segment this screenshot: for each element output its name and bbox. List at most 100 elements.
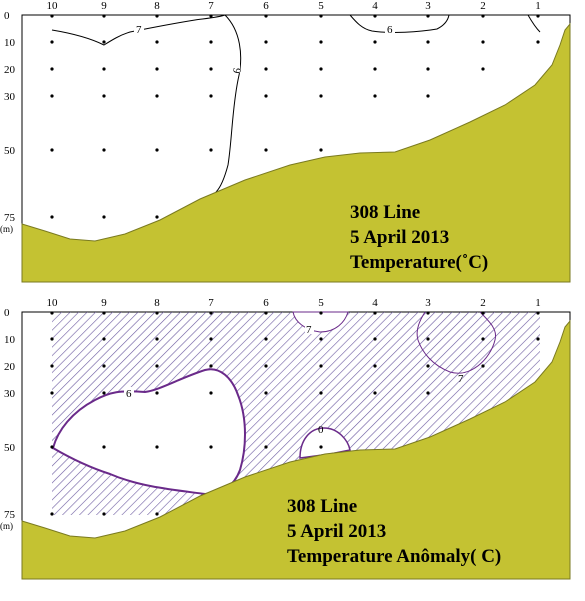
top-sample-dot bbox=[209, 67, 213, 71]
top-contour-label-6a: 6 bbox=[231, 67, 244, 75]
top-sample-dot bbox=[319, 14, 323, 18]
top-sample-dot bbox=[426, 94, 430, 98]
top-panel: 7 6 6 (m) 308 Line 5 April 2013 Temperat… bbox=[0, 14, 571, 283]
top-sample-dot bbox=[155, 215, 159, 219]
bottom-sample-dot bbox=[50, 311, 54, 315]
top-sample-dot bbox=[155, 67, 159, 71]
bottom-station-label-2: 2 bbox=[480, 297, 486, 309]
top-sample-dot bbox=[50, 215, 54, 219]
bottom-sample-dot bbox=[50, 337, 54, 341]
bottom-sample-dot bbox=[264, 364, 268, 368]
bottom-sample-dot bbox=[264, 391, 268, 395]
top-contour-6-right bbox=[349, 14, 450, 33]
bottom-sample-dot bbox=[102, 364, 106, 368]
top-sample-dot bbox=[50, 94, 54, 98]
top-sample-dot bbox=[373, 14, 377, 18]
top-sample-dot bbox=[155, 148, 159, 152]
top-sample-dot bbox=[209, 148, 213, 152]
top-bathymetry bbox=[21, 22, 571, 283]
bottom-sample-dot bbox=[155, 311, 159, 315]
top-sample-dot bbox=[155, 94, 159, 98]
top-title-line1: 308 Line bbox=[350, 202, 420, 223]
bottom-sample-dot bbox=[481, 364, 485, 368]
top-sample-dot bbox=[481, 40, 485, 44]
top-sample-dot bbox=[209, 14, 213, 18]
top-sample-dot bbox=[481, 67, 485, 71]
top-sample-dot bbox=[50, 67, 54, 71]
top-sample-dot bbox=[50, 14, 54, 18]
top-sample-dot bbox=[536, 40, 540, 44]
top-sample-dot bbox=[102, 14, 106, 18]
top-sample-dot bbox=[155, 40, 159, 44]
top-depth-label-10: 10 bbox=[4, 37, 16, 49]
top-title-line3: Temperature(˚C) bbox=[350, 252, 488, 273]
top-sample-dot bbox=[536, 14, 540, 18]
bottom-sample-dot bbox=[155, 337, 159, 341]
top-station-label-4: 4 bbox=[372, 0, 378, 12]
bottom-sample-dot bbox=[209, 445, 213, 449]
top-station-label-7: 7 bbox=[208, 0, 214, 12]
bottom-sample-dot bbox=[209, 391, 213, 395]
bottom-station-label-7: 7 bbox=[208, 297, 214, 309]
top-sample-dot bbox=[264, 67, 268, 71]
top-station-label-10: 10 bbox=[47, 0, 59, 12]
bottom-station-dots bbox=[50, 311, 540, 516]
bottom-sample-dot bbox=[536, 311, 540, 315]
bottom-sample-dot bbox=[426, 391, 430, 395]
bottom-sample-dot bbox=[319, 337, 323, 341]
top-sample-dot bbox=[102, 67, 106, 71]
bottom-sample-dot bbox=[373, 364, 377, 368]
bottom-sample-dot bbox=[102, 337, 106, 341]
bottom-sample-dot bbox=[481, 311, 485, 315]
bottom-depth-label-50: 50 bbox=[4, 442, 16, 454]
bottom-sample-dot bbox=[319, 445, 323, 449]
top-sample-dot bbox=[319, 40, 323, 44]
bottom-sample-dot bbox=[373, 337, 377, 341]
bottom-depth-label-75: 75 bbox=[4, 509, 16, 521]
bottom-sample-dot bbox=[264, 311, 268, 315]
top-contour-6-left bbox=[215, 14, 242, 193]
bottom-station-label-5: 5 bbox=[318, 297, 324, 309]
bottom-contour-label-0: 0 bbox=[318, 424, 324, 436]
bottom-title-line1: 308 Line bbox=[287, 496, 357, 517]
top-sample-dot bbox=[426, 67, 430, 71]
top-sample-dot bbox=[155, 14, 159, 18]
top-sample-dot bbox=[209, 94, 213, 98]
bottom-sample-dot bbox=[102, 391, 106, 395]
bottom-station-label-4: 4 bbox=[372, 297, 378, 309]
bottom-island-large bbox=[51, 368, 246, 496]
top-depth-label-50: 50 bbox=[4, 145, 16, 157]
top-depth-label-0: 0 bbox=[4, 10, 10, 22]
top-sample-dot bbox=[102, 148, 106, 152]
top-depth-label-30: 30 bbox=[4, 91, 16, 103]
top-contour-label-7: 7 bbox=[136, 24, 142, 36]
bottom-sample-dot bbox=[373, 311, 377, 315]
top-sample-dot bbox=[102, 215, 106, 219]
top-contour-label-6b: 6 bbox=[387, 24, 393, 36]
bottom-sample-dot bbox=[426, 337, 430, 341]
bottom-sample-dot bbox=[481, 337, 485, 341]
bottom-sample-dot bbox=[50, 391, 54, 395]
bottom-sample-dot bbox=[209, 364, 213, 368]
bottom-contour-7-right bbox=[416, 311, 497, 374]
top-station-label-1: 1 bbox=[535, 0, 541, 12]
bottom-depth-label-10: 10 bbox=[4, 334, 16, 346]
top-sample-dot bbox=[264, 40, 268, 44]
top-depth-unit: (m) bbox=[0, 224, 13, 234]
bottom-sample-dot bbox=[264, 337, 268, 341]
top-sample-dot bbox=[50, 148, 54, 152]
bottom-sample-dot bbox=[319, 364, 323, 368]
bottom-contour-label-7b: 7 bbox=[458, 373, 464, 385]
bottom-depth-label-20: 20 bbox=[4, 361, 16, 373]
bottom-sample-dot bbox=[155, 391, 159, 395]
bottom-sample-dot bbox=[155, 445, 159, 449]
top-contour-7-right bbox=[527, 14, 541, 33]
bottom-depth-label-30: 30 bbox=[4, 388, 16, 400]
bottom-station-label-6: 6 bbox=[263, 297, 269, 309]
bottom-sample-dot bbox=[155, 512, 159, 516]
top-sample-dot bbox=[373, 67, 377, 71]
bottom-sample-dot bbox=[373, 391, 377, 395]
top-station-dots bbox=[50, 14, 540, 219]
top-station-label-8: 8 bbox=[154, 0, 160, 12]
